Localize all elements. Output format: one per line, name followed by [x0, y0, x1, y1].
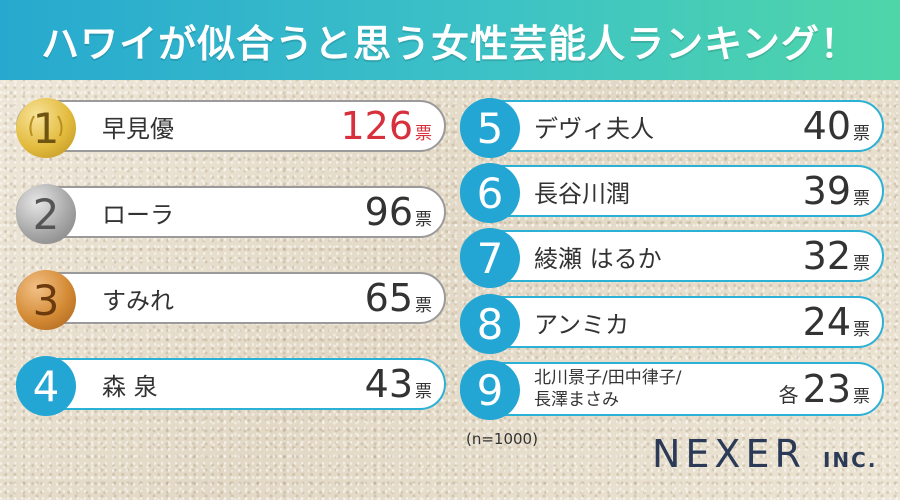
- rank-number: 6: [476, 168, 504, 218]
- ranking-item-1: 1 早見優 126 票: [16, 98, 446, 158]
- ranking-votes: 40 票: [802, 104, 870, 148]
- ranking-item-5: 5 デヴィ夫人 40 票: [460, 98, 884, 158]
- company-logo: NEXER INC.: [652, 432, 877, 476]
- ranking-name: デヴィ夫人: [534, 114, 654, 143]
- ranking-name: すみれ: [102, 286, 174, 315]
- ranking-name: 北川景子/田中律子/ 長澤まさみ: [534, 367, 681, 411]
- logo-main-text: NEXER: [652, 432, 806, 476]
- gold-medal-icon: 1: [16, 98, 76, 158]
- ranking-item-9: 9 北川景子/田中律子/ 長澤まさみ 各 23 票: [460, 360, 884, 420]
- ranking-votes: 各 23 票: [778, 367, 870, 411]
- ranking-votes: 96 票: [364, 190, 432, 234]
- rank-number: 4: [32, 361, 60, 411]
- rank-circle-icon: 4: [16, 356, 76, 416]
- ranking-item-4: 4 森 泉 43 票: [16, 356, 446, 416]
- ranking-votes: 65 票: [364, 276, 432, 320]
- silver-medal-icon: 2: [16, 184, 76, 244]
- header-banner: ハワイが似合うと思う女性芸能人ランキング！: [0, 0, 900, 80]
- ranking-votes: 32 票: [802, 234, 870, 278]
- rank-circle-icon: 5: [460, 98, 520, 158]
- rank-number: 3: [32, 275, 60, 325]
- sample-size-note: (n=1000): [466, 430, 538, 448]
- laurel-icon: [29, 115, 63, 137]
- ranking-name: 森 泉: [102, 372, 158, 401]
- rank-number: 1: [32, 103, 60, 153]
- ranking-name: 長谷川潤: [534, 179, 630, 208]
- ranking-item-7: 7 綾瀬 はるか 32 票: [460, 228, 884, 288]
- ranking-name: アンミカ: [534, 310, 630, 339]
- rank-circle-icon: 7: [460, 228, 520, 288]
- ranking-votes: 39 票: [802, 169, 870, 213]
- rank-number: 2: [32, 189, 60, 239]
- ranking-item-6: 6 長谷川潤 39 票: [460, 163, 884, 223]
- rank-number: 7: [476, 233, 504, 283]
- ranking-item-3: 3 すみれ 65 票: [16, 270, 446, 330]
- ranking-item-2: 2 ローラ 96 票: [16, 184, 446, 244]
- ranking-name: 綾瀬 はるか: [534, 244, 662, 273]
- rank-circle-icon: 9: [460, 360, 520, 420]
- page-title: ハワイが似合うと思う女性芸能人ランキング！: [41, 21, 859, 66]
- ranking-item-8: 8 アンミカ 24 票: [460, 294, 884, 354]
- ranking-name: ローラ: [102, 200, 174, 229]
- logo-suffix-text: INC.: [822, 448, 878, 472]
- ranking-votes: 43 票: [364, 362, 432, 406]
- ranking-votes: 24 票: [802, 300, 870, 344]
- rank-circle-icon: 8: [460, 294, 520, 354]
- rank-number: 8: [476, 299, 504, 349]
- bronze-medal-icon: 3: [16, 270, 76, 330]
- ranking-name-line1: 北川景子/田中律子/: [534, 368, 682, 388]
- ranking-name: 早見優: [102, 114, 174, 143]
- ranking-votes: 126 票: [340, 104, 432, 148]
- rank-circle-icon: 6: [460, 163, 520, 223]
- rank-number: 5: [476, 103, 504, 153]
- ranking-name-line2: 長澤まさみ: [534, 390, 619, 410]
- rank-number: 9: [476, 365, 504, 415]
